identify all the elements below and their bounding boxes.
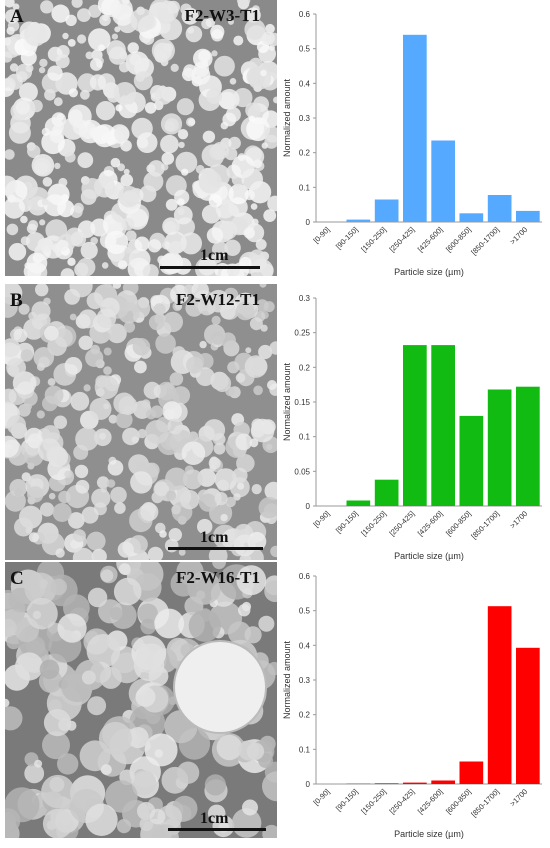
x-tick-label: [425-600] [416, 225, 445, 254]
bar-8 [516, 387, 540, 506]
x-axis-title: Particle size (µm) [394, 267, 464, 277]
sample-label-a: F2-W3-T1 [184, 6, 260, 26]
y-tick-label: 0.5 [299, 607, 311, 616]
photo-texture-a [5, 0, 277, 276]
x-tick-label: [150-250] [359, 509, 388, 538]
y-tick-label: 0 [306, 502, 311, 511]
scale-bar-c [168, 828, 266, 831]
y-tick-label: 0.2 [299, 149, 311, 158]
x-tick-label: [250-425] [388, 509, 417, 538]
y-tick-label: 0.15 [294, 398, 310, 407]
scale-bar-a [160, 266, 260, 269]
bar-8 [516, 211, 540, 222]
x-tick-label: [425-600] [416, 509, 445, 538]
y-tick-label: 0.1 [299, 183, 311, 192]
bar-2 [347, 220, 371, 222]
panel-b: B F2-W12-T1 1cm 0 0.05 0.1 0.15 0.2 0.25 0.3 [0… [0, 284, 550, 565]
bar-7 [488, 195, 512, 222]
x-tick-label: [90-150] [334, 225, 360, 251]
panel-a: A F2-W3-T1 1cm 0 0.1 0.2 0.3 0.4 0.5 0.6 [0-90]… [0, 0, 550, 281]
bar-7 [488, 390, 512, 507]
y-tick-label: 0.1 [299, 745, 311, 754]
y-tick-label: 0.2 [299, 711, 311, 720]
y-axis-title: Normalized amount [282, 362, 292, 441]
scale-label-c: 1cm [200, 810, 228, 828]
panel-letter-b: B [10, 290, 23, 312]
x-tick-label: [600-850] [444, 509, 473, 538]
bar-4 [403, 345, 427, 506]
bar-chart-b: 0 0.05 0.1 0.15 0.2 0.25 0.3 [0-90][90-150][150… [280, 284, 550, 565]
y-tick-label: 0.6 [299, 572, 311, 581]
y-tick-label: 0 [306, 218, 311, 227]
y-tick-label: 0.4 [299, 641, 311, 650]
x-tick-label: [850-1700] [469, 787, 501, 819]
sample-label-b: F2-W12-T1 [176, 290, 260, 310]
x-tick-label: >1700 [508, 787, 529, 808]
y-tick-label: 0.3 [299, 114, 311, 123]
y-axis-title: Normalized amount [282, 78, 292, 157]
y-tick-label: 0.6 [299, 10, 311, 19]
bar-6 [460, 762, 484, 785]
bar-3 [375, 200, 399, 223]
sample-label-c: F2-W16-T1 [176, 568, 260, 588]
panel-letter-c: C [10, 568, 24, 590]
x-tick-label: [0-90] [312, 225, 332, 245]
x-tick-label: >1700 [508, 509, 529, 530]
x-tick-label: [600-850] [444, 787, 473, 816]
bar-6 [460, 213, 484, 222]
bar-chart-a: 0 0.1 0.2 0.3 0.4 0.5 0.6 [0-90][90-150][150-25… [280, 0, 550, 281]
micrograph-b [5, 284, 277, 560]
bar-5 [431, 345, 455, 506]
x-tick-label: [850-1700] [469, 225, 501, 257]
y-tick-label: 0.3 [299, 294, 311, 303]
bar-4 [403, 35, 427, 222]
x-axis-title: Particle size (µm) [394, 829, 464, 839]
bar-5 [431, 781, 455, 785]
photo-texture-c [5, 562, 277, 838]
x-tick-label: >1700 [508, 225, 529, 246]
x-tick-label: [150-250] [359, 787, 388, 816]
chart-b: 0 0.05 0.1 0.15 0.2 0.25 0.3 [0-90][90-150][150… [280, 284, 550, 565]
panel-letter-a: A [10, 6, 24, 28]
bar-6 [460, 416, 484, 506]
y-tick-label: 0.3 [299, 676, 311, 685]
bar-3 [375, 783, 399, 784]
panel-c: C F2-W16-T1 1cm 0 0.1 0.2 0.3 0.4 0.5 0.6 [0-90… [0, 562, 550, 843]
micrograph-a [5, 0, 277, 276]
x-tick-label: [250-425] [388, 225, 417, 254]
x-tick-label: [150-250] [359, 225, 388, 254]
y-tick-label: 0.1 [299, 433, 311, 442]
x-tick-label: [850-1700] [469, 509, 501, 541]
y-tick-label: 0.4 [299, 79, 311, 88]
x-tick-label: [0-90] [312, 509, 332, 529]
y-tick-label: 0.25 [294, 329, 310, 338]
x-tick-label: [90-150] [334, 509, 360, 535]
y-axis-title: Normalized amount [282, 640, 292, 719]
bar-7 [488, 606, 512, 784]
scale-label-a: 1cm [200, 247, 228, 265]
y-tick-label: 0 [306, 780, 311, 789]
micrograph-c [5, 562, 277, 838]
x-tick-label: [425-600] [416, 787, 445, 816]
bar-2 [347, 501, 371, 507]
x-tick-label: [600-850] [444, 225, 473, 254]
chart-c: 0 0.1 0.2 0.3 0.4 0.5 0.6 [0-90][90-150][150-25… [280, 562, 550, 843]
x-tick-label: [90-150] [334, 787, 360, 813]
x-axis-title: Particle size (µm) [394, 551, 464, 561]
bar-5 [431, 141, 455, 223]
scale-bar-b [168, 547, 263, 550]
y-tick-label: 0.05 [294, 467, 310, 476]
photo-texture-b [5, 284, 277, 560]
chart-a: 0 0.1 0.2 0.3 0.4 0.5 0.6 [0-90][90-150][150-25… [280, 0, 550, 281]
bar-chart-c: 0 0.1 0.2 0.3 0.4 0.5 0.6 [0-90][90-150][150-25… [280, 562, 550, 843]
y-tick-label: 0.2 [299, 363, 311, 372]
bar-3 [375, 480, 399, 506]
bar-8 [516, 648, 540, 784]
x-tick-label: [0-90] [312, 787, 332, 807]
y-tick-label: 0.5 [299, 45, 311, 54]
x-tick-label: [250-425] [388, 787, 417, 816]
scale-label-b: 1cm [200, 529, 228, 547]
bar-4 [403, 783, 427, 784]
